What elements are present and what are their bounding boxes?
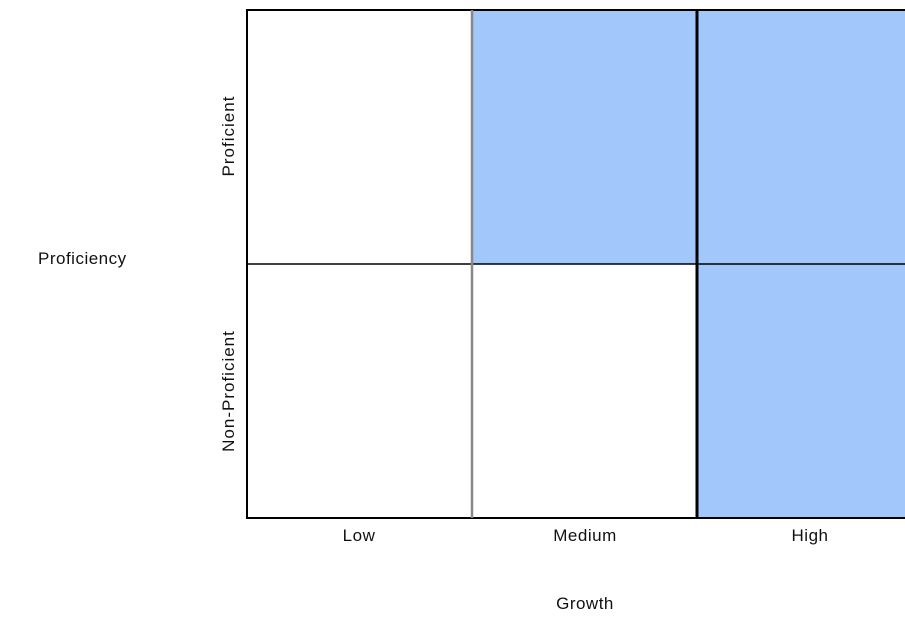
row-label-non-proficient-text: Non-Proficient [219, 330, 238, 452]
x-axis-title: Growth [556, 594, 614, 613]
column-label-high: High [791, 526, 829, 545]
row-label-proficient-text: Proficient [219, 95, 238, 177]
column-label-low: Low [342, 526, 376, 545]
cell-non-proficient-low [246, 264, 472, 518]
cell-non-proficient-high [697, 264, 905, 518]
cell-non-proficient-medium [472, 264, 697, 518]
cell-proficient-high [697, 10, 905, 264]
cell-proficient-medium [472, 10, 697, 264]
cell-proficient-low [246, 10, 472, 264]
column-label-medium: Medium [553, 526, 617, 545]
y-axis-title: Proficiency [38, 249, 127, 268]
